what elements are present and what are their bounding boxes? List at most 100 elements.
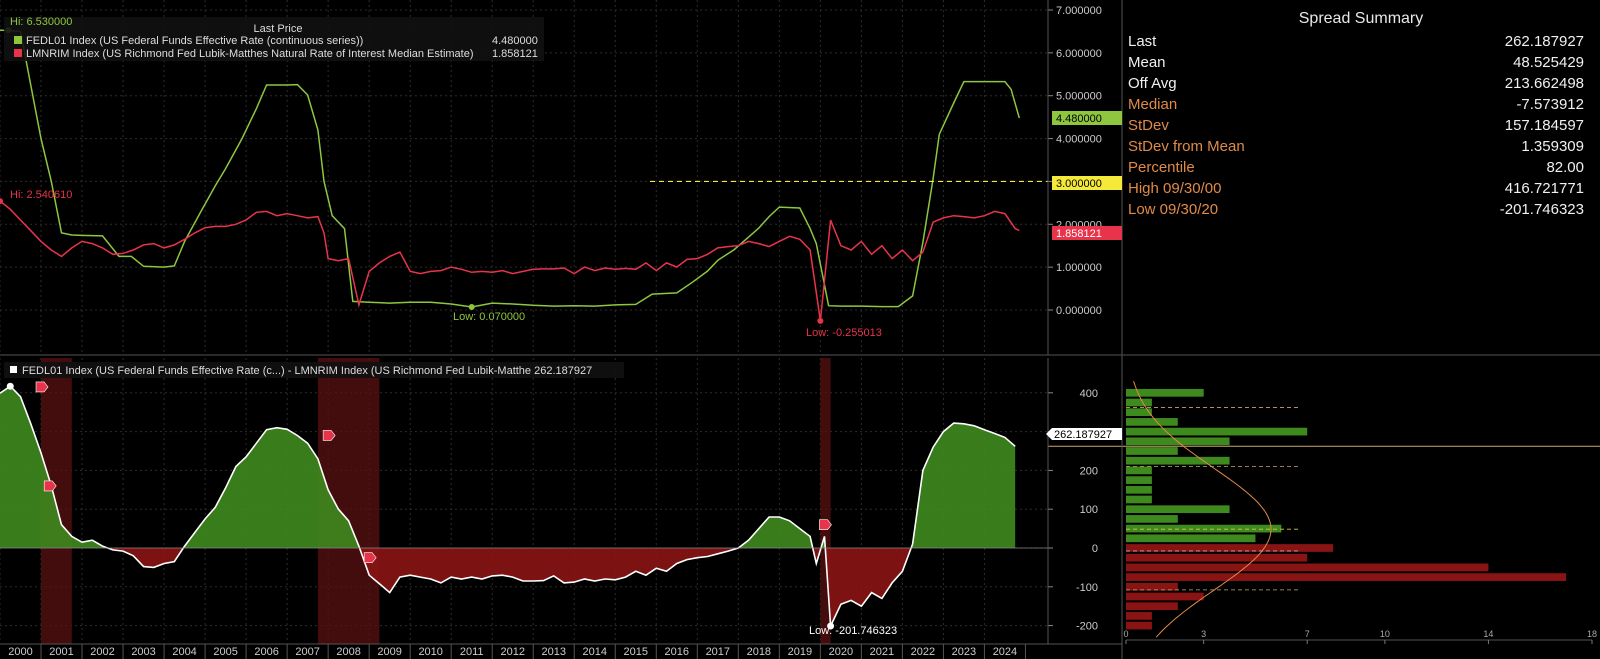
- summary-label: Median: [1128, 96, 1178, 113]
- legend-natural-value: 1.858121: [492, 48, 538, 60]
- histogram-bar: [1126, 602, 1178, 611]
- x-tick-label: 2021: [870, 646, 894, 658]
- nat-low-label: Low: -0.255013: [806, 327, 882, 339]
- spread-last-badge: 262.187927: [1046, 428, 1122, 441]
- histogram-bar: [1126, 485, 1152, 494]
- x-tick-label: 2015: [624, 646, 648, 658]
- x-tick-label: 2024: [993, 646, 1017, 658]
- histogram-bar: [1126, 408, 1152, 417]
- histogram-tick-label: 7: [1305, 629, 1310, 639]
- x-tick-label: 2019: [788, 646, 812, 658]
- summary-value: 82.00: [1546, 159, 1584, 176]
- legend-natural-label: LMNRIM Index (US Richmond Fed Lubik-Matt…: [26, 48, 474, 60]
- summary-value: 157.184597: [1504, 117, 1584, 134]
- histogram-bar: [1126, 612, 1152, 620]
- x-tick-label: 2011: [460, 646, 484, 658]
- summary-label: High 09/30/00: [1128, 180, 1222, 197]
- svg-text:1.858121: 1.858121: [1056, 228, 1102, 240]
- y-tick-label: 0: [1092, 543, 1098, 555]
- histogram-tick-label: 18: [1587, 629, 1597, 639]
- histogram-bar: [1126, 427, 1308, 436]
- x-tick-label: 2020: [829, 646, 853, 658]
- y-tick-label: 100: [1080, 504, 1098, 516]
- summary-title: Spread Summary: [1298, 10, 1424, 27]
- y-tick-label: 0.000000: [1056, 305, 1102, 317]
- summary-row-low: Low 09/30/20 -201.746323: [1128, 201, 1592, 222]
- x-tick-label: 2009: [377, 646, 401, 658]
- summary-value: 213.662498: [1504, 75, 1584, 92]
- y-tick-label: 4.000000: [1056, 134, 1102, 146]
- histogram-bar: [1126, 544, 1334, 552]
- spread-low-marker: [827, 622, 835, 630]
- fed-high-label: Hi: 6.530000: [10, 16, 72, 28]
- summary-value: 48.525429: [1513, 54, 1584, 71]
- spread-low-label: Low: -201.746323: [809, 625, 897, 637]
- x-tick-label: 2022: [911, 646, 935, 658]
- histogram-bar: [1126, 495, 1152, 504]
- summary-label: Off Avg: [1128, 75, 1177, 92]
- histogram-bar: [1126, 398, 1152, 407]
- histogram-bar: [1126, 515, 1178, 523]
- svg-text:3.000000: 3.000000: [1056, 178, 1102, 190]
- summary-value: -7.573912: [1516, 96, 1584, 113]
- x-tick-label: 2012: [500, 646, 524, 658]
- x-tick-label: 2005: [213, 646, 237, 658]
- x-tick-label: 2016: [665, 646, 689, 658]
- histogram-bar: [1126, 388, 1204, 397]
- legend-title: Last Price: [254, 23, 303, 35]
- svg-text:4.480000: 4.480000: [1056, 113, 1102, 125]
- recession-bands: [41, 358, 831, 644]
- y-tick-label: -200: [1076, 621, 1098, 633]
- nat-high-marker: [0, 198, 3, 205]
- summary-row-mean: Mean 48.525429: [1128, 54, 1592, 75]
- fed-low-label: Low: 0.070000: [453, 311, 525, 323]
- spread-histogram: 0 3 7 10 14 18: [1123, 381, 1597, 644]
- x-tick-label: 2002: [90, 646, 114, 658]
- summary-row-median: Median -7.573912: [1128, 96, 1592, 117]
- histogram-bar: [1126, 534, 1256, 543]
- summary-row-off-avg: Off Avg 213.662498: [1128, 75, 1592, 96]
- histogram-bar: [1126, 418, 1178, 426]
- x-tick-label: 2004: [172, 646, 196, 658]
- histogram-tick-label: 0: [1123, 629, 1128, 639]
- histogram-bar: [1126, 553, 1308, 562]
- summary-label: Percentile: [1128, 159, 1195, 176]
- legend-fed-label: FEDL01 Index (US Federal Funds Effective…: [26, 35, 363, 47]
- summary-label: Low 09/30/20: [1128, 201, 1219, 218]
- nat-low-marker: [817, 317, 824, 324]
- x-tick-label: 2018: [747, 646, 771, 658]
- histogram-bar: [1126, 447, 1178, 455]
- summary-label: StDev from Mean: [1128, 138, 1245, 155]
- x-tick-label: 2008: [336, 646, 360, 658]
- recession-marker: [35, 381, 49, 393]
- summary-label: StDev: [1128, 117, 1169, 134]
- histogram-bar: [1126, 592, 1204, 601]
- y-tick-label: -100: [1076, 582, 1098, 594]
- summary-value: 416.721771: [1504, 180, 1584, 197]
- bottom-panel-grid: [0, 358, 1048, 640]
- negative-area: [0, 548, 1016, 626]
- y-tick-label: 400: [1080, 388, 1098, 400]
- natural-last-badge: 1.858121: [1052, 226, 1122, 240]
- top-panel-grid: [0, 0, 1048, 355]
- fed-last-badge: 4.480000: [1052, 111, 1122, 125]
- legend-fed-value: 4.480000: [492, 35, 538, 47]
- fed-legend-swatch: [14, 36, 22, 44]
- histogram-bar: [1126, 524, 1282, 533]
- summary-row-percentile: Percentile 82.00: [1128, 159, 1592, 180]
- guide-badge: 3.000000: [1052, 176, 1122, 190]
- x-tick-label: 2010: [418, 646, 442, 658]
- histogram-bar: [1126, 456, 1230, 465]
- histogram-tick-label: 10: [1380, 629, 1390, 639]
- x-tick-label: 2007: [295, 646, 319, 658]
- histogram-bar: [1126, 563, 1489, 572]
- spread-line: [0, 385, 1016, 630]
- recession-marker: [363, 552, 377, 563]
- spread-legend-swatch: [10, 366, 17, 373]
- fed-low-marker: [468, 304, 475, 310]
- recession-marker: [819, 519, 832, 531]
- x-tick-label: 2003: [131, 646, 155, 658]
- y-tick-label: 200: [1080, 465, 1098, 477]
- spread-area: [0, 381, 1600, 630]
